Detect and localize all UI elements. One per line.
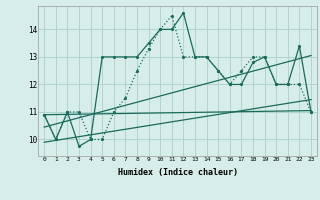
X-axis label: Humidex (Indice chaleur): Humidex (Indice chaleur) xyxy=(118,168,238,177)
